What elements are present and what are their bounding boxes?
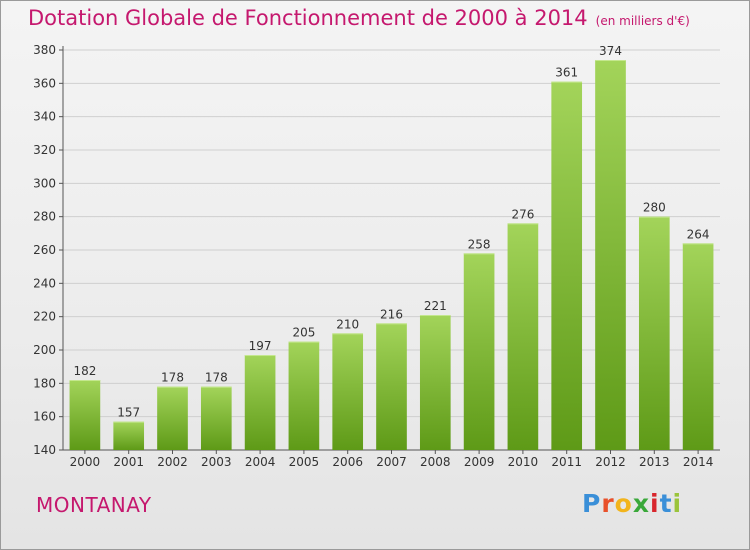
y-tick-label: 340 (33, 110, 56, 124)
y-tick-label: 360 (33, 76, 56, 90)
y-tick-label: 320 (33, 143, 56, 157)
x-tick-label: 2005 (289, 455, 320, 469)
y-tick-label: 380 (33, 43, 56, 57)
bar-2010 (507, 223, 539, 450)
proxiti-logo[interactable]: Proxiti (582, 489, 682, 518)
value-label: 361 (555, 66, 578, 80)
x-tick-label: 2008 (420, 455, 451, 469)
value-label: 258 (468, 237, 491, 251)
value-label: 182 (73, 364, 96, 378)
bar-2007 (376, 323, 407, 450)
logo-letter: i (672, 489, 683, 518)
bar-2006 (332, 333, 364, 450)
chart-title-text: Dotation Globale de Fonctionnement de 20… (28, 6, 588, 30)
value-label: 205 (292, 326, 315, 340)
bar-2008 (419, 315, 451, 450)
bar-2002 (157, 386, 188, 450)
bar-2004 (244, 355, 276, 450)
logo-letter: P (582, 489, 602, 518)
x-tick-label: 2014 (683, 455, 714, 469)
bar-2014 (682, 243, 714, 450)
value-label: 374 (599, 44, 622, 58)
y-tick-label: 240 (33, 276, 56, 290)
x-tick-label: 2013 (639, 455, 670, 469)
chart-unit: (en milliers d'€) (595, 14, 690, 28)
bar-2011 (551, 81, 583, 451)
logo-letter: i (650, 489, 660, 518)
value-label: 221 (424, 299, 447, 313)
y-tick-label: 220 (33, 310, 56, 324)
x-tick-label: 2004 (245, 455, 276, 469)
y-tick-label: 160 (33, 410, 56, 424)
bar-2000 (69, 380, 101, 450)
x-tick-label: 2010 (508, 455, 539, 469)
chart-title: Dotation Globale de Fonctionnement de 20… (28, 6, 690, 30)
commune-name: MONTANAY (36, 493, 152, 517)
labels: 182 157 178 178 197 205 210 216 221 258 276 361 374 2… (73, 44, 709, 420)
x-tick-label: 2006 (332, 455, 363, 469)
x-tick-label: 2003 (201, 455, 232, 469)
value-label: 264 (687, 227, 710, 241)
y-tick-label: 300 (33, 176, 56, 190)
bars (69, 60, 714, 451)
x-tick-label: 2001 (113, 455, 144, 469)
bar-2012 (595, 60, 626, 450)
value-label: 216 (380, 307, 403, 321)
y-tick-label: 260 (33, 243, 56, 257)
bar-2001 (113, 421, 145, 450)
logo-letter: r (601, 489, 615, 518)
value-label: 197 (249, 339, 272, 353)
x-tick-label: 2007 (376, 455, 407, 469)
bar-2003 (200, 386, 232, 450)
value-label: 178 (205, 371, 228, 385)
x-tick-label: 2000 (70, 455, 101, 469)
bar-2013 (638, 216, 670, 450)
x-tick-label: 2002 (157, 455, 188, 469)
bar-2009 (463, 253, 495, 450)
value-label: 157 (117, 406, 140, 420)
axes: 140 160 180 200 220 240 260 280 300 320 340 360 380 2… (33, 43, 720, 469)
x-tick-label: 2009 (464, 455, 495, 469)
x-tick-label: 2012 (595, 455, 626, 469)
y-tick-label: 180 (33, 376, 56, 390)
y-tick-label: 200 (33, 343, 56, 357)
y-tick-label: 140 (33, 443, 56, 457)
value-label: 280 (643, 201, 666, 215)
logo-letter: x (632, 489, 650, 518)
x-tick-label: 2011 (551, 455, 582, 469)
logo-letter: t (659, 489, 673, 518)
value-label: 276 (511, 207, 534, 221)
y-tick-label: 280 (33, 210, 56, 224)
logo-letter: o (614, 489, 633, 518)
bar-2005 (288, 341, 320, 450)
value-label: 178 (161, 371, 184, 385)
value-label: 210 (336, 317, 359, 331)
